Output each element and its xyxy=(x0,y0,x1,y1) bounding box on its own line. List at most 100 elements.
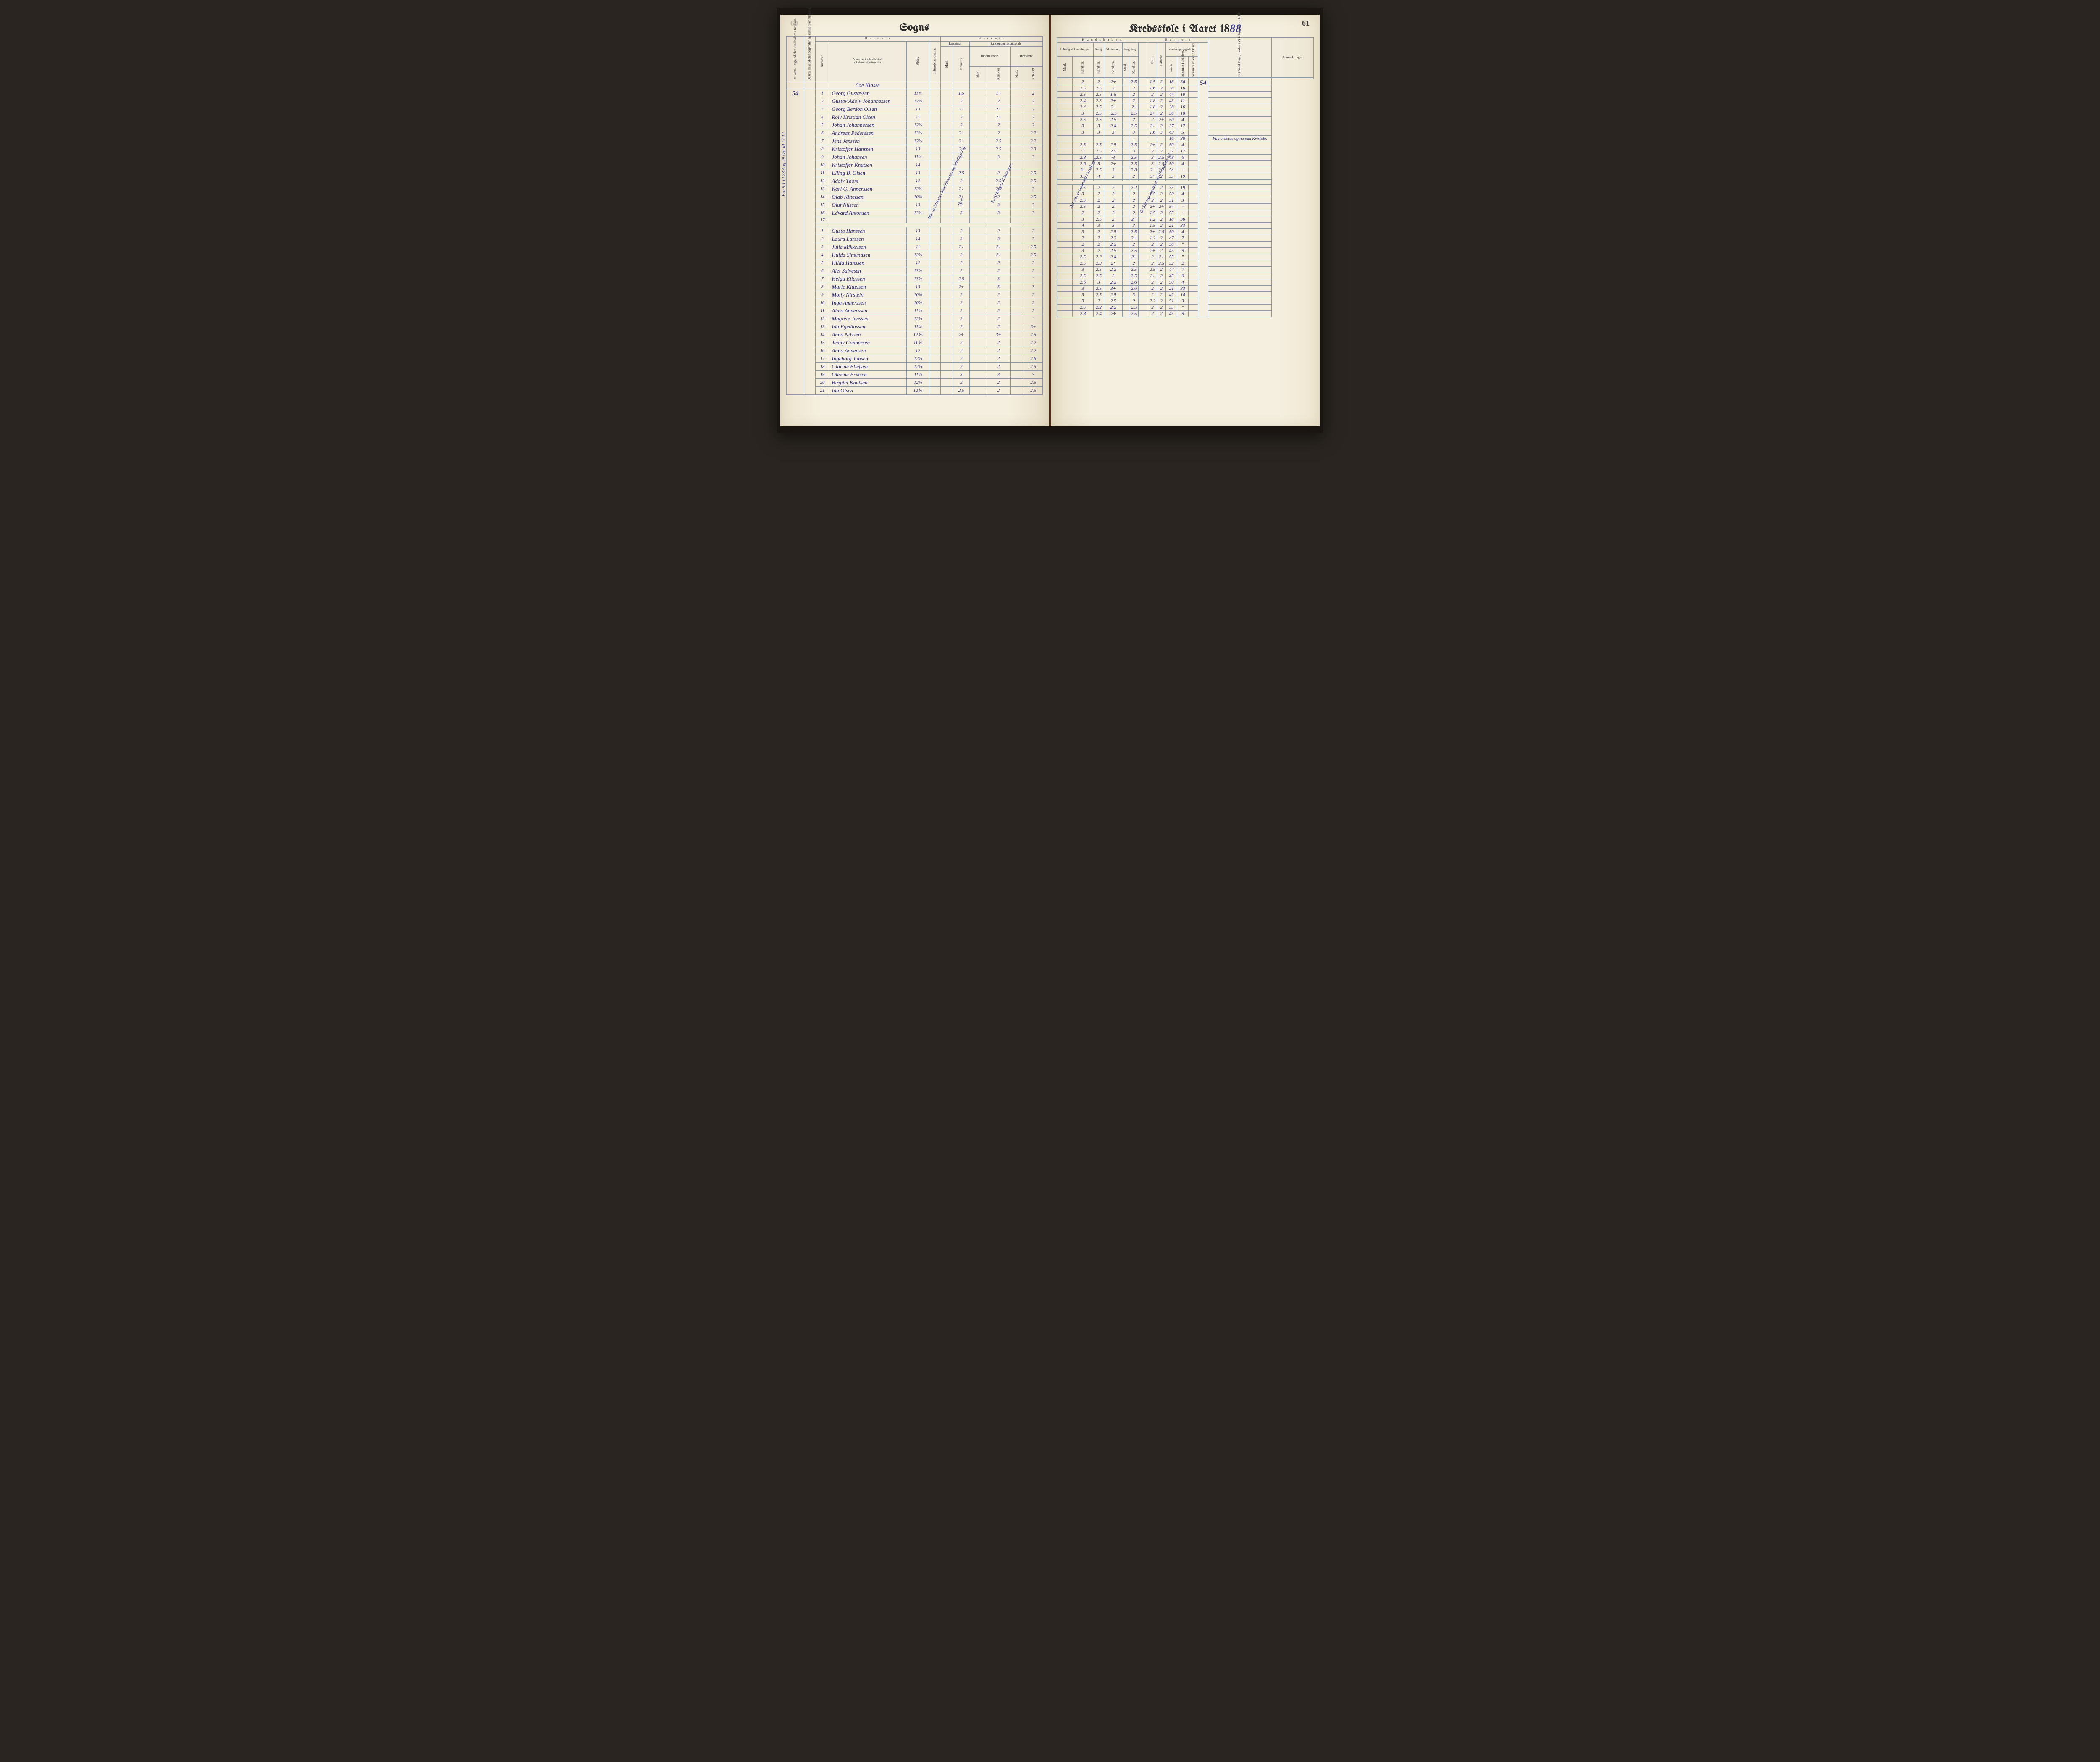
row-b-kar: 3 xyxy=(987,283,1011,291)
h-sk-kar: Karakter. xyxy=(1104,57,1122,78)
row-t-maal xyxy=(1010,347,1024,355)
r-u-kar: 2.5 xyxy=(1072,92,1093,98)
r-blank xyxy=(1139,79,1148,85)
row-t-kar: 2.5 xyxy=(1024,193,1043,201)
row-b-maal xyxy=(970,251,987,259)
row-b-kar xyxy=(987,161,1011,169)
r-r-maal xyxy=(1122,79,1129,85)
row-l-maal xyxy=(941,291,953,299)
row-l-maal xyxy=(941,307,953,315)
row-t-kar: 2.2 xyxy=(1024,129,1043,137)
r-anm xyxy=(1208,210,1271,216)
r-evne: 2 xyxy=(1148,305,1157,311)
row-b-maal xyxy=(970,137,987,145)
row-t-maal xyxy=(1010,339,1024,347)
row-t-kar: 2.5 xyxy=(1024,331,1043,339)
row-t-maal xyxy=(1010,291,1024,299)
row-age xyxy=(907,217,929,223)
row-b-kar: 2.5 xyxy=(987,177,1011,185)
row-t-kar: 3+ xyxy=(1024,323,1043,331)
r-fh: 4 xyxy=(1177,229,1189,235)
h-sa-kar: Karakter. xyxy=(1093,57,1104,78)
row-t-kar: 2.5 xyxy=(1024,243,1043,251)
r-evne: 1.2 xyxy=(1148,216,1157,223)
row-name: Marie Kittelsen xyxy=(829,283,907,291)
r-fl xyxy=(1189,204,1198,210)
r-evne xyxy=(1148,136,1157,142)
row-l-maal xyxy=(941,299,953,307)
row-name: Hilda Hanssen xyxy=(829,259,907,267)
row-name: Johan Johansen xyxy=(829,153,907,161)
r-blank xyxy=(1139,185,1148,191)
r-sk: 2.2 xyxy=(1104,267,1122,273)
row-name: Ida Olsen xyxy=(829,386,907,394)
r-r-maal xyxy=(1122,292,1129,298)
r-fl xyxy=(1189,98,1198,104)
r-u-kar: 3 xyxy=(1072,110,1093,117)
row-num: 6 xyxy=(816,129,829,137)
row-age: 11⅙ xyxy=(907,339,929,347)
r-u-maal xyxy=(1057,267,1073,273)
r-forhold: 2.5 xyxy=(1157,155,1166,161)
row-l-maal xyxy=(941,177,953,185)
table-row: 2 Laura Larssen 14 3 3 3 xyxy=(787,235,1043,243)
r-sa: 2.5 xyxy=(1093,92,1104,98)
row-indtr xyxy=(929,89,941,97)
left-title: Sogns xyxy=(786,22,1043,34)
r-modte: 21 xyxy=(1166,223,1177,229)
r-forhold: 2 xyxy=(1157,104,1166,110)
row-b-maal xyxy=(970,370,987,378)
r-blank xyxy=(1139,260,1148,267)
r-r-kar: 2+ xyxy=(1129,235,1139,242)
r-fl xyxy=(1189,197,1198,204)
r-evne: 1.5 xyxy=(1148,210,1157,216)
r-r-maal xyxy=(1122,267,1129,273)
r-anm xyxy=(1208,173,1271,180)
r-u-maal xyxy=(1057,123,1073,129)
r-r-kar: 3 xyxy=(1129,292,1139,298)
r-fl xyxy=(1189,173,1198,180)
row-l-maal xyxy=(941,331,953,339)
r-modte: 51 xyxy=(1166,197,1177,204)
r-r-maal xyxy=(1122,161,1129,167)
row-t-kar: 2 xyxy=(1024,105,1043,113)
r-evne: 1.5 xyxy=(1148,223,1157,229)
r-sa: 2.5 xyxy=(1093,104,1104,110)
r-u-kar: 2.4 xyxy=(1072,98,1093,104)
r-sk: 2.4 xyxy=(1104,254,1122,260)
table-row: 16 Edvard Antonsen 13½ 3 3 3 xyxy=(787,209,1043,217)
r-sk: 2 xyxy=(1104,273,1122,279)
r-modte: 56 xyxy=(1166,242,1177,248)
table-row: 3 2.5 2.2 2.5 2.5 2 47 7 xyxy=(1057,267,1314,273)
row-t-maal xyxy=(1010,307,1024,315)
table-row: 13 Karl G. Annerssen 12½ 2÷ 2.5 3 xyxy=(787,185,1043,193)
table-row: 18 Glarine Ellefsen 12⅔ 2 2 2.5 xyxy=(787,362,1043,370)
row-t-kar: 2.5 xyxy=(1024,251,1043,259)
row-l-maal xyxy=(941,185,953,193)
table-row: 2.5 2.2 2.4 2÷ 2 2÷ 55 " xyxy=(1057,254,1314,260)
row-num: 1 xyxy=(816,89,829,97)
r-forhold: 2 xyxy=(1157,98,1166,104)
row-num: 12 xyxy=(816,177,829,185)
r-forhold: 2 xyxy=(1157,197,1166,204)
r-forhold: 2.5 xyxy=(1157,260,1166,267)
row-name: Gustav Adolv Johannessen xyxy=(829,97,907,105)
row-t-kar: 2 xyxy=(1024,89,1043,97)
table-row: 2.5 2.5 2 2 1.6 2 38 16 xyxy=(1057,85,1314,92)
row-num: 16 xyxy=(816,347,829,355)
table-row: 9 Johan Johansen 11¼ 2 3 3 xyxy=(787,153,1043,161)
row-l-kar: 2÷ xyxy=(953,283,970,291)
r-evne: 2+ xyxy=(1148,204,1157,210)
r-fh: 7 xyxy=(1177,235,1189,242)
r-fl xyxy=(1189,248,1198,254)
row-l-kar: 2 xyxy=(953,251,970,259)
table-row: 8 Kristoffer Hanssen 13 2÷ 2.5 2.3 xyxy=(787,145,1043,153)
r-fh: · xyxy=(1177,210,1189,216)
r-forhold xyxy=(1157,136,1166,142)
r-u-kar: 3 xyxy=(1072,248,1093,254)
r-modte: 50 xyxy=(1166,161,1177,167)
row-indtr xyxy=(929,378,941,386)
table-row: 4 Rolv Kristian Olsen 11 2 2+ 2 xyxy=(787,113,1043,121)
row-name: Olab Kittelsen xyxy=(829,193,907,201)
table-row: 2.5 2.5 2 2.5 2÷ 2 45 9 xyxy=(1057,273,1314,279)
